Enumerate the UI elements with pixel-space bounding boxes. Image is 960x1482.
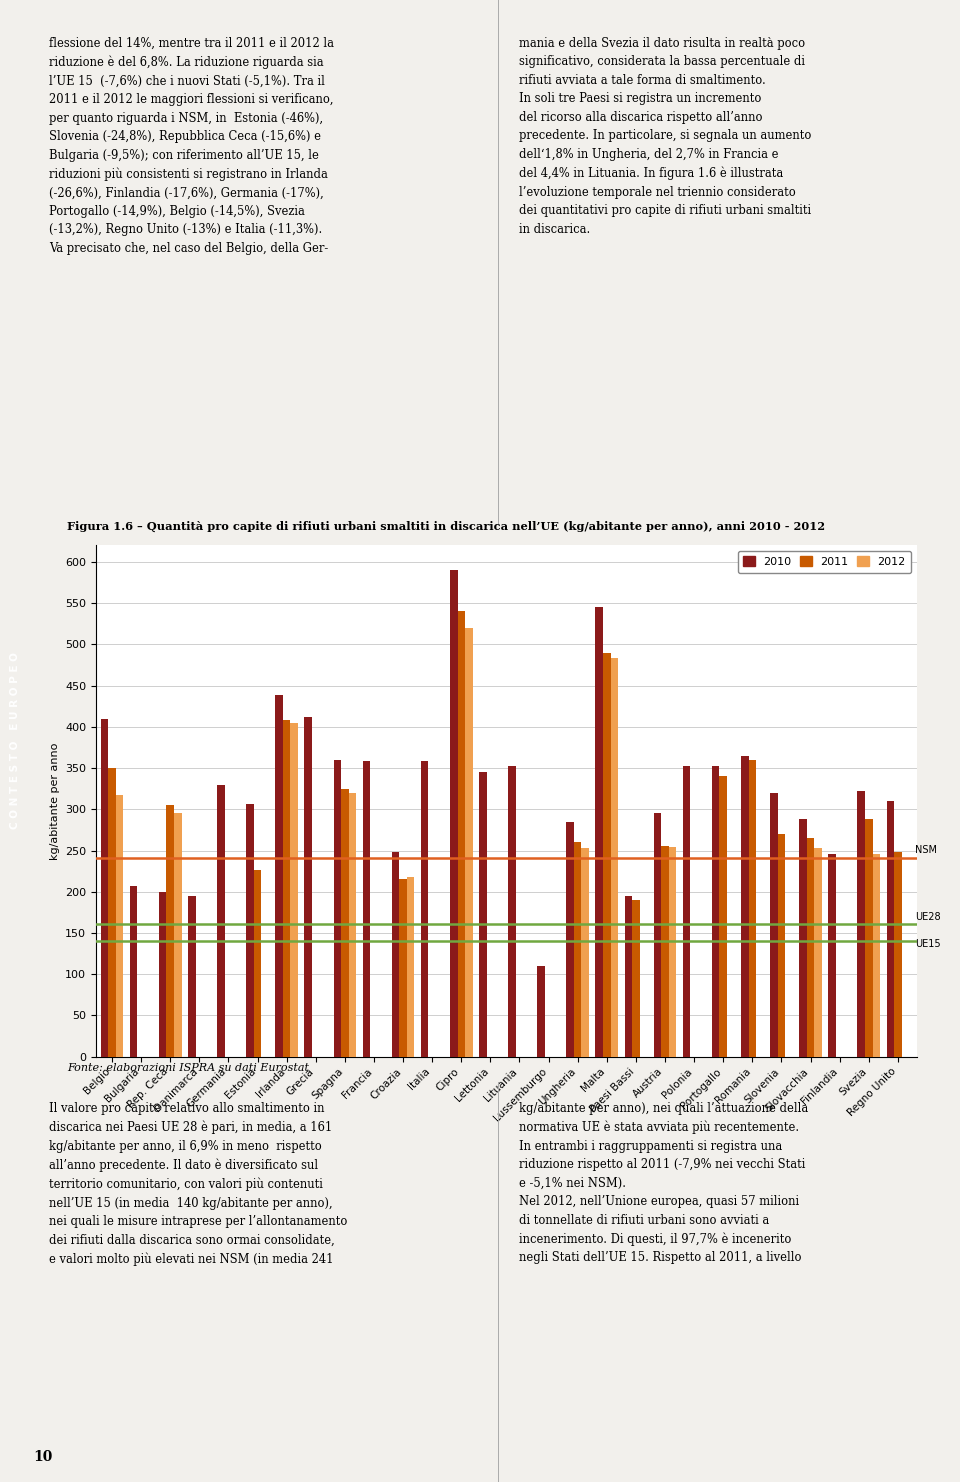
Text: flessione del 14%, mentre tra il 2011 e il 2012 la
riduzione è del 6,8%. La ridu: flessione del 14%, mentre tra il 2011 e … — [49, 37, 334, 255]
Bar — [465, 628, 472, 1057]
Bar — [538, 966, 545, 1057]
Bar — [333, 760, 341, 1057]
Text: UE15: UE15 — [915, 940, 941, 950]
Bar — [582, 848, 589, 1057]
Bar — [814, 848, 822, 1057]
Bar — [873, 854, 880, 1057]
Bar — [778, 834, 785, 1057]
Bar — [217, 784, 225, 1057]
Text: Figura 1.6 – Quantità pro capite di rifiuti urbani smaltiti in discarica nell’UE: Figura 1.6 – Quantità pro capite di rifi… — [67, 520, 826, 532]
Bar — [283, 720, 291, 1057]
Bar — [188, 895, 196, 1057]
Text: NSM: NSM — [915, 845, 937, 855]
Bar — [101, 719, 108, 1057]
Text: UE28: UE28 — [915, 913, 941, 922]
Text: C O N T E S T O   E U R O P E O: C O N T E S T O E U R O P E O — [11, 652, 20, 830]
Bar — [363, 762, 371, 1057]
Bar — [341, 788, 348, 1057]
Bar — [566, 821, 574, 1057]
Bar — [611, 658, 618, 1057]
Bar — [632, 900, 639, 1057]
Bar — [479, 772, 487, 1057]
Bar — [661, 846, 669, 1057]
Text: 10: 10 — [34, 1451, 53, 1464]
Bar — [886, 802, 894, 1057]
Bar — [450, 571, 458, 1057]
Bar — [108, 768, 116, 1057]
Bar — [865, 820, 873, 1057]
Bar — [399, 879, 407, 1057]
Bar — [669, 848, 677, 1057]
Bar — [770, 793, 778, 1057]
Bar — [304, 717, 312, 1057]
Text: Il valore pro capite relativo allo smaltimento in
discarica nei Paesi UE 28 è pa: Il valore pro capite relativo allo smalt… — [49, 1103, 348, 1266]
Bar — [712, 766, 719, 1057]
Bar — [625, 895, 632, 1057]
Bar — [595, 608, 603, 1057]
Bar — [654, 814, 661, 1057]
Bar — [348, 793, 356, 1057]
Bar — [800, 820, 806, 1057]
Bar — [253, 870, 261, 1057]
Bar — [407, 877, 415, 1057]
Bar — [246, 805, 253, 1057]
Bar — [749, 760, 756, 1057]
Text: Fonte: elaborazioni ISPRA su dati Eurostat: Fonte: elaborazioni ISPRA su dati Eurost… — [67, 1063, 309, 1073]
Bar — [828, 854, 836, 1057]
Bar — [392, 852, 399, 1057]
Bar — [741, 756, 749, 1057]
Bar — [719, 777, 727, 1057]
Bar — [894, 852, 901, 1057]
Bar — [683, 766, 690, 1057]
Bar — [291, 723, 298, 1057]
Legend: 2010, 2011, 2012: 2010, 2011, 2012 — [738, 551, 911, 574]
Bar — [116, 796, 123, 1057]
Bar — [276, 695, 283, 1057]
Bar — [458, 612, 465, 1057]
Bar — [174, 814, 181, 1057]
Bar — [857, 791, 865, 1057]
Bar — [420, 762, 428, 1057]
Bar — [806, 839, 814, 1057]
Bar — [130, 886, 137, 1057]
Bar — [508, 766, 516, 1057]
Y-axis label: kg/abitante per anno: kg/abitante per anno — [50, 742, 60, 860]
Text: kg/abitante per anno), nei quali l’attuazione della
normativa UE è stata avviata: kg/abitante per anno), nei quali l’attua… — [518, 1103, 808, 1264]
Bar — [166, 805, 174, 1057]
Bar — [574, 842, 582, 1057]
Bar — [158, 892, 166, 1057]
Text: mania e della Svezia il dato risulta in realtà poco
significativo, considerata l: mania e della Svezia il dato risulta in … — [518, 37, 811, 236]
Bar — [603, 652, 611, 1057]
